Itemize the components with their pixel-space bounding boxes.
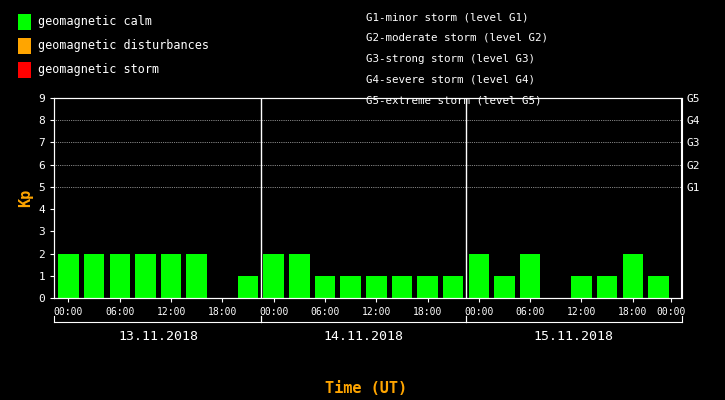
Text: 13.11.2018: 13.11.2018 — [118, 330, 198, 343]
Bar — [109, 254, 130, 298]
Bar — [186, 254, 207, 298]
Text: geomagnetic storm: geomagnetic storm — [38, 64, 160, 76]
Text: Time (UT): Time (UT) — [325, 381, 407, 396]
Text: G5-extreme storm (level G5): G5-extreme storm (level G5) — [366, 95, 542, 105]
Bar — [443, 276, 463, 298]
Text: G1-minor storm (level G1): G1-minor storm (level G1) — [366, 12, 529, 22]
Bar — [84, 254, 104, 298]
Bar — [392, 276, 413, 298]
Bar — [520, 254, 540, 298]
Text: geomagnetic disturbances: geomagnetic disturbances — [38, 40, 210, 52]
Bar — [648, 276, 668, 298]
Bar — [135, 254, 156, 298]
Bar — [597, 276, 618, 298]
Bar — [366, 276, 386, 298]
Bar — [263, 254, 284, 298]
Bar — [315, 276, 335, 298]
Bar — [289, 254, 310, 298]
Bar — [494, 276, 515, 298]
Bar — [161, 254, 181, 298]
Bar — [340, 276, 361, 298]
Bar — [468, 254, 489, 298]
Bar — [571, 276, 592, 298]
Y-axis label: Kp: Kp — [18, 189, 33, 207]
Text: 14.11.2018: 14.11.2018 — [323, 330, 403, 343]
Bar — [58, 254, 79, 298]
Text: geomagnetic calm: geomagnetic calm — [38, 16, 152, 28]
Text: G2-moderate storm (level G2): G2-moderate storm (level G2) — [366, 33, 548, 43]
Bar — [623, 254, 643, 298]
Bar — [418, 276, 438, 298]
Text: 15.11.2018: 15.11.2018 — [534, 330, 614, 343]
Text: G4-severe storm (level G4): G4-severe storm (level G4) — [366, 74, 535, 84]
Text: G3-strong storm (level G3): G3-strong storm (level G3) — [366, 54, 535, 64]
Bar — [238, 276, 258, 298]
